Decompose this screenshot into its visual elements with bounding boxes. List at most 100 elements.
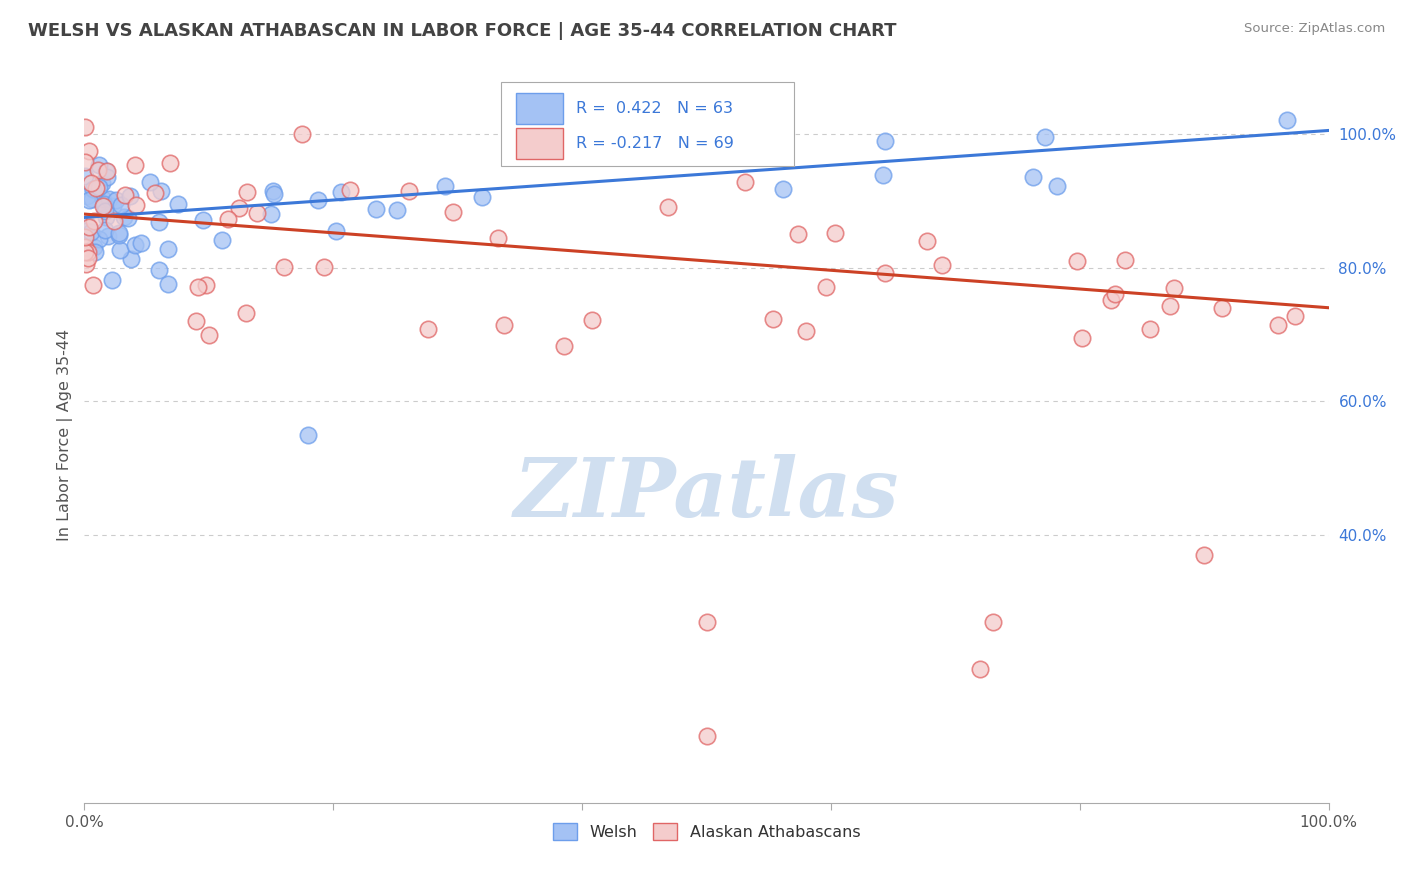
Point [87,158,110,172]
Point [143,186,166,200]
Point [77,219,100,234]
Point [492,318,515,332]
Point [148,263,170,277]
Point [931,258,953,272]
Point [824,226,846,240]
Point [166,197,188,211]
Point [1046,178,1069,193]
Point [263,186,285,201]
Text: R =  0.422   N = 63: R = 0.422 N = 63 [576,101,733,116]
Point [1066,254,1088,268]
Point [981,615,1004,630]
Point [96,170,118,185]
Point [1071,331,1094,345]
Point [124,158,146,172]
Point [97,229,120,244]
Point [235,306,257,320]
Point [87,179,110,194]
Point [236,185,259,199]
Point [307,193,329,207]
Point [364,202,387,217]
Point [418,322,440,336]
Point [107,227,129,242]
Point [103,213,125,227]
Point [93,222,115,236]
Point [872,169,894,183]
Point [73,245,96,260]
Point [131,235,153,250]
Point [228,201,250,215]
Point [80,177,103,191]
Point [197,327,221,342]
Point [77,252,100,266]
Point [149,184,172,198]
Point [125,198,148,212]
Point [1033,130,1056,145]
Point [75,155,97,169]
Point [75,120,97,134]
Point [875,266,897,280]
Legend: Welsh, Alaskan Athabascans: Welsh, Alaskan Athabascans [546,817,868,847]
Point [80,225,103,239]
Point [696,615,718,630]
Point [77,144,100,158]
Point [1275,113,1298,128]
Point [80,192,103,206]
Point [1104,287,1126,301]
Point [1159,299,1181,313]
Point [77,193,100,207]
Point [787,227,810,241]
Point [94,164,117,178]
Point [291,127,314,141]
Point [260,207,283,221]
Point [262,185,284,199]
Point [94,203,117,218]
Point [1099,293,1122,308]
Point [325,224,347,238]
Point [91,177,114,191]
Point [73,240,96,254]
Point [75,257,97,271]
Point [969,662,991,676]
Point [108,243,131,257]
Point [124,237,146,252]
Text: R = -0.217   N = 69: R = -0.217 N = 69 [576,136,734,151]
Bar [516,93,564,124]
Point [156,242,179,256]
Point [297,427,319,442]
Point [1267,318,1289,332]
Point [186,314,208,328]
Point [94,210,117,224]
Point [398,184,420,198]
Point [148,215,170,229]
Y-axis label: In Labor Force | Age 35-44: In Labor Force | Age 35-44 [58,329,73,541]
Point [1211,301,1233,315]
Point [470,190,492,204]
Point [734,175,756,189]
Point [486,231,509,245]
Point [772,182,794,196]
Point [139,175,162,189]
Point [83,240,105,254]
Point [1114,253,1136,268]
Point [112,211,135,225]
Point [312,260,335,275]
FancyBboxPatch shape [501,81,793,166]
Point [1192,548,1215,563]
Point [794,324,817,338]
Point [91,199,114,213]
Point [385,202,408,217]
Point [120,252,142,266]
Point [87,163,110,178]
Point [91,192,114,206]
Point [101,272,124,286]
Point [191,212,214,227]
Point [120,188,142,202]
Point [73,229,96,244]
Point [76,188,98,202]
Point [76,217,98,231]
Point [84,180,107,194]
Point [815,280,838,294]
Point [89,232,111,246]
Point [84,245,107,260]
